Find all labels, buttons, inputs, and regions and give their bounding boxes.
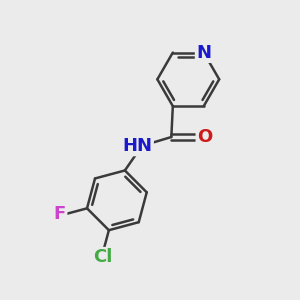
Text: Cl: Cl: [93, 248, 112, 266]
Text: F: F: [54, 206, 66, 224]
Text: O: O: [197, 128, 212, 146]
Text: HN: HN: [122, 137, 152, 155]
Text: N: N: [196, 44, 211, 62]
